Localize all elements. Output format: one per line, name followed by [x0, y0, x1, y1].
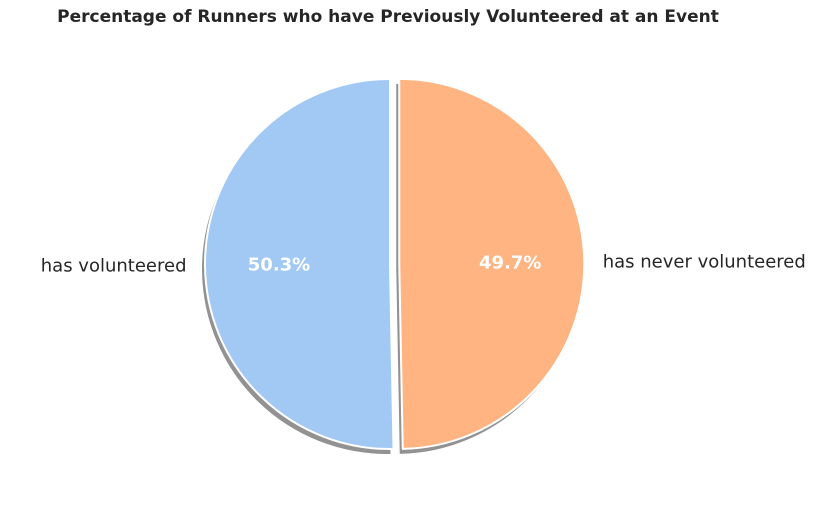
pie-percent-label-has-volunteered: 50.3%: [248, 255, 310, 276]
pie-category-label-has-never-volunteered: has never volunteered: [603, 251, 806, 272]
pie-category-label-has-volunteered: has volunteered: [41, 255, 187, 276]
pie-slices: [204, 77, 586, 450]
pie-slice-has-volunteered: [204, 78, 395, 450]
pie-percent-label-has-never-volunteered: 49.7%: [479, 252, 541, 273]
pie-labels: 50.3% has volunteered 49.7% has never volun…: [41, 251, 806, 276]
pie-slice-has-never-volunteered: [398, 77, 586, 450]
chart-title: Percentage of Runners who have Previousl…: [57, 7, 719, 27]
